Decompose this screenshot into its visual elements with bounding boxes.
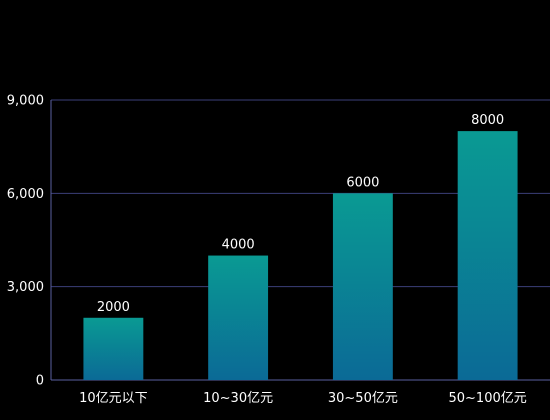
x-category-label-1: 10~30亿元 [203, 391, 273, 406]
bar-3 [457, 131, 518, 380]
y-tick-label-1: 3,000 [7, 280, 44, 295]
y-tick-label-0: 0 [36, 374, 44, 389]
x-category-label-3: 50~100亿元 [449, 391, 527, 406]
x-category-label-2: 30~50亿元 [328, 391, 398, 406]
data-label-3: 8000 [471, 113, 504, 128]
data-label-2: 6000 [346, 175, 379, 190]
bar-1 [208, 255, 269, 380]
bar-2 [332, 193, 393, 380]
bar-0 [83, 317, 144, 380]
y-tick-label-2: 6,000 [7, 187, 44, 202]
y-tick-label-3: 9,000 [7, 94, 44, 109]
x-category-label-0: 10亿元以下 [79, 391, 148, 406]
bars [83, 131, 518, 380]
labels: 0 3,000 6,000 9,000 2000 10亿元以下 4000 10~30亿元 600… [7, 94, 527, 407]
data-label-1: 4000 [222, 238, 255, 253]
data-label-0: 2000 [97, 300, 130, 315]
